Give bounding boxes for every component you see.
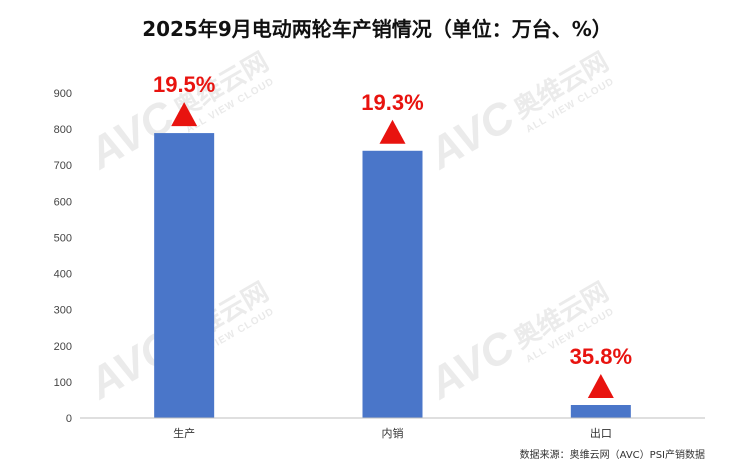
watermark-logo: AVC xyxy=(420,91,524,179)
growth-label: 35.8% xyxy=(570,344,632,369)
category-label: 生产 xyxy=(173,426,195,440)
y-tick-label: 700 xyxy=(54,160,72,172)
bar xyxy=(362,150,423,418)
y-tick-label: 500 xyxy=(54,232,72,244)
watermark-logo: AVC xyxy=(420,321,524,409)
category-label: 出口 xyxy=(590,426,612,440)
y-tick-label: 600 xyxy=(54,196,72,208)
y-tick-label: 900 xyxy=(54,88,72,100)
source-note: 数据来源：奥维云网（AVC）PSI产销数据 xyxy=(520,448,705,461)
chart-title: 2025年9月电动两轮车产销情况（单位：万台、%） xyxy=(142,17,612,41)
bar xyxy=(154,133,215,419)
growth-up-arrow-icon xyxy=(587,374,614,398)
watermark-2: AVC 奥维云网 ALL VIEW CLOUD xyxy=(420,46,617,179)
y-tick-label: 100 xyxy=(54,377,72,389)
bar xyxy=(570,405,631,418)
growth-up-arrow-icon xyxy=(171,102,198,127)
growth-label: 19.5% xyxy=(153,72,215,97)
y-tick-label: 200 xyxy=(54,341,72,353)
y-tick-label: 0 xyxy=(66,413,72,425)
growth-up-arrow-icon xyxy=(379,119,406,144)
bars xyxy=(154,133,631,419)
watermark-4: AVC 奥维云网 ALL VIEW CLOUD xyxy=(420,276,617,409)
category-label: 内销 xyxy=(382,426,404,440)
y-tick-label: 300 xyxy=(54,305,72,317)
y-tick-label: 400 xyxy=(54,269,72,281)
growth-label: 19.3% xyxy=(361,90,423,115)
growth-annotations: 19.5% 19.3% 35.8% xyxy=(153,72,632,398)
y-axis-ticks: 0 100 200 300 400 500 600 700 800 900 xyxy=(54,88,72,425)
y-tick-label: 800 xyxy=(54,124,72,136)
x-axis-categories: 生产 内销 出口 xyxy=(173,426,612,440)
